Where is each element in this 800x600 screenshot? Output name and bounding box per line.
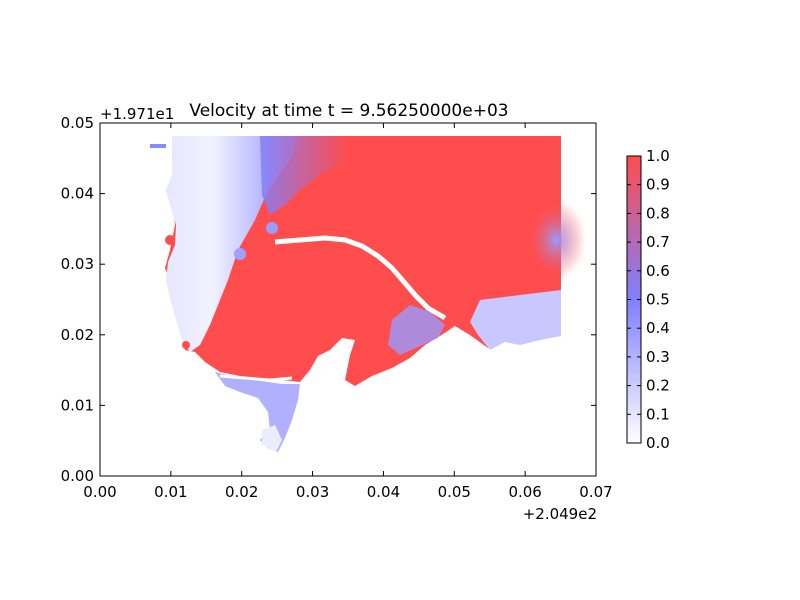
y-tick-label: 0.03: [61, 255, 94, 273]
colorbar-tick-label: 0.7: [646, 233, 670, 251]
colorbar-tick-label: 0.8: [646, 204, 670, 222]
x-tick-label: 0.02: [225, 483, 258, 501]
field-white-streak-lower: [219, 374, 293, 382]
x-tick-label: 0.05: [438, 483, 471, 501]
colorbar-tick-label: 0.0: [646, 434, 670, 452]
axes-frame: [99, 122, 597, 477]
colorbar-tick-label: 0.9: [646, 176, 670, 194]
colorbar-tick-label: 0.2: [646, 377, 670, 395]
y-tick-label: 0.05: [61, 114, 94, 132]
field-right-blue-patch: [526, 200, 586, 280]
x-tick-label: 0.03: [296, 483, 329, 501]
field-blue-top-region: [260, 136, 350, 215]
x-tick-label: 0.00: [83, 483, 116, 501]
field-blob: [266, 222, 278, 234]
field-blob: [165, 235, 175, 245]
chart-title: Velocity at time t = 9.56250000e+03: [189, 101, 508, 121]
field-blob: [234, 248, 246, 260]
x-tick-label: 0.04: [367, 483, 400, 501]
x-offset-label: +2.049e2: [523, 505, 597, 523]
x-tick-label: 0.06: [508, 483, 541, 501]
field-left-fragment: [150, 144, 166, 148]
velocity-field: [150, 136, 586, 452]
field-coast-fringe: [388, 305, 445, 355]
y-tick-label: 0.02: [61, 326, 94, 344]
field-white-streak: [274, 235, 447, 321]
y-tick-label: 0.00: [61, 467, 94, 485]
y-tick-label: 0.04: [61, 185, 94, 203]
field-bottom-channel-white: [262, 425, 282, 452]
field-bottom-channel: [215, 372, 300, 452]
colorbar: 0.0 0.1 0.2 0.3 0.4 0.5 0.6 0.7 0.8 0.9 1.0: [626, 147, 670, 452]
colorbar-tick-label: 1.0: [646, 147, 670, 165]
field-right-lower-region: [470, 290, 561, 350]
y-offset-label: +1.971e1: [100, 105, 174, 123]
colorbar-tick-label: 0.6: [646, 262, 670, 280]
colorbar-tick-label: 0.4: [646, 319, 670, 337]
colorbar-tick-label: 0.1: [646, 405, 670, 423]
colorbar-tick-label: 0.3: [646, 348, 670, 366]
colorbar-tick-label: 0.5: [646, 291, 670, 309]
y-axis-ticks: 0.00 0.01 0.02 0.03 0.04 0.05: [61, 114, 596, 485]
y-tick-label: 0.01: [61, 396, 94, 414]
x-tick-label: 0.07: [579, 483, 612, 501]
x-axis-ticks: 0.00 0.01 0.02 0.03 0.04 0.05 0.06 0.07: [83, 123, 613, 501]
x-tick-label: 0.01: [154, 483, 187, 501]
field-blob: [182, 341, 190, 349]
colorbar-ticks: 0.0 0.1 0.2 0.3 0.4 0.5 0.6 0.7 0.8 0.9 1.0: [627, 147, 670, 452]
